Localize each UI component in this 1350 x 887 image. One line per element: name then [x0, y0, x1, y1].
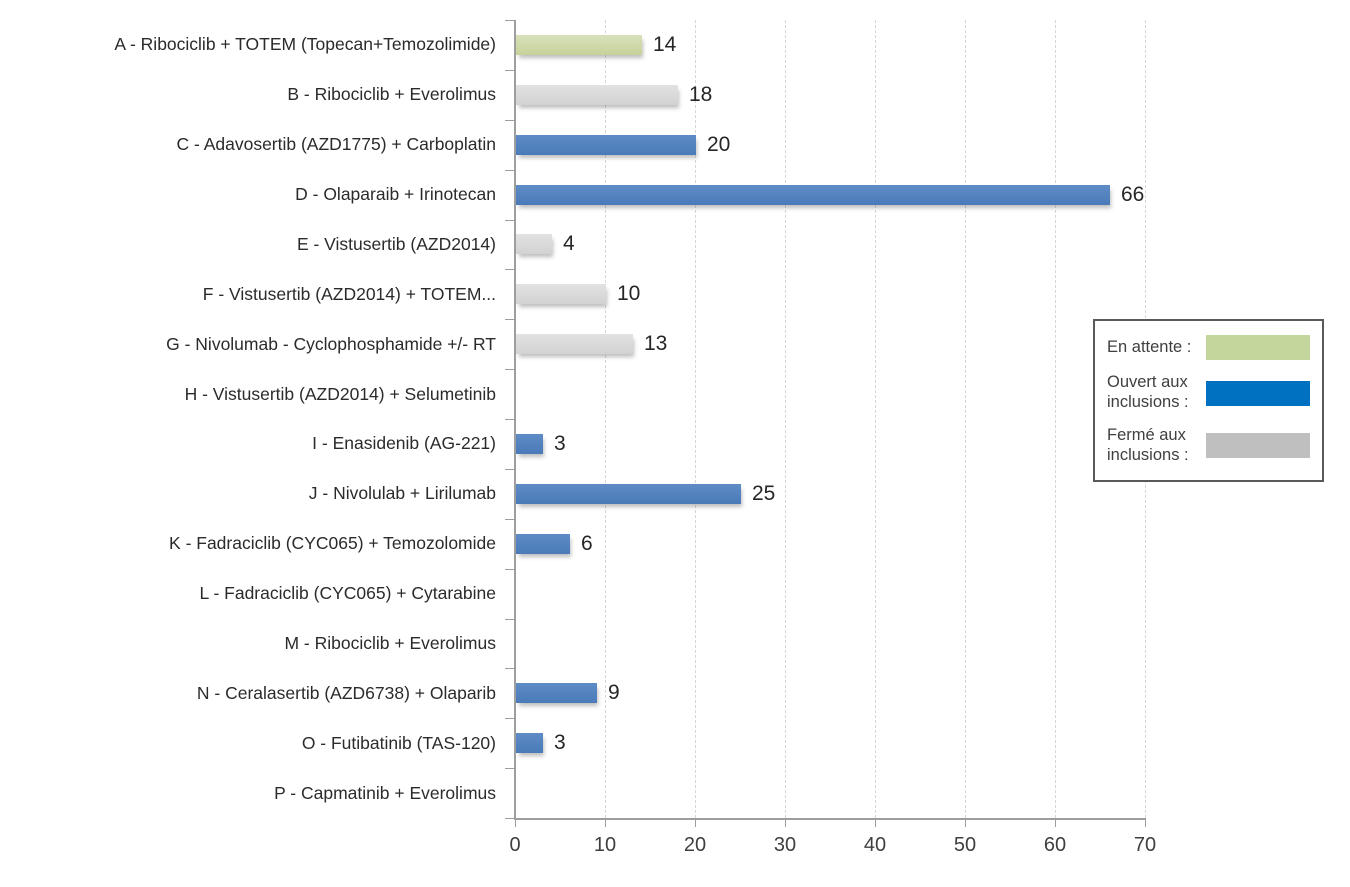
value-axis-tick-0: [515, 818, 516, 827]
value-axis-tick-10: [605, 818, 606, 827]
value-label-J: 25: [752, 481, 776, 505]
value-axis-tick-40: [875, 818, 876, 827]
category-label: K - Fadraciclib (CYC065) + Temozolomide: [169, 533, 496, 554]
legend-item-en-attente: En attente :: [1107, 335, 1310, 361]
category-axis-tick: [505, 269, 514, 271]
legend-label-ferme: Fermé aux inclusions :: [1107, 425, 1189, 464]
category-axis-tick: [505, 20, 514, 21]
category-axis-tick: [505, 319, 514, 321]
category-label: M - Ribociclib + Everolimus: [284, 632, 496, 653]
value-label-B: 18: [689, 82, 713, 106]
category-label: E - Vistusertib (AZD2014): [296, 233, 496, 254]
bar-G: [516, 334, 633, 355]
bar-K: [516, 533, 570, 554]
category-label: G - Nivolumab - Cyclophosphamide +/- RT: [166, 333, 496, 354]
category-label: D - Olaparaib + Irinotecan: [295, 184, 496, 205]
legend-label-ouvert: Ouvert aux inclusions :: [1107, 373, 1189, 412]
x-tick-label-40: 40: [863, 834, 887, 856]
x-tick-label-20: 20: [683, 834, 707, 856]
category-axis-tick: [505, 518, 514, 520]
legend-swatch-en-attente: [1206, 335, 1310, 361]
category-label: P - Capmatinib + Everolimus: [274, 782, 496, 803]
bar-B: [516, 84, 678, 105]
value-label-D: 66: [1121, 182, 1145, 206]
legend-label-en-attente: En attente :: [1107, 338, 1192, 357]
legend-item-ferme: Fermé aux inclusions :: [1107, 426, 1310, 466]
gridline-40: [875, 20, 876, 818]
gridline-60: [1055, 20, 1056, 818]
bar-E: [516, 234, 552, 255]
category-label: A - Ribociclib + TOTEM (Topecan+Temozoli…: [114, 34, 496, 55]
value-axis-tick-60: [1055, 818, 1056, 827]
value-axis-line: [514, 818, 1146, 820]
category-axis-tick: [505, 718, 514, 720]
category-label: L - Fadraciclib (CYC065) + Cytarabine: [199, 583, 496, 604]
gridline-50: [965, 20, 966, 818]
category-axis-tick: [505, 219, 514, 221]
bar-C: [516, 134, 696, 155]
category-label: J - Nivolulab + Lirilumab: [308, 483, 496, 504]
category-axis-tick: [505, 169, 514, 171]
value-axis-tick-30: [785, 818, 786, 827]
x-tick-label-70: 70: [1133, 834, 1157, 856]
value-label-C: 20: [707, 132, 731, 156]
value-label-F: 10: [617, 282, 641, 306]
category-axis-tick: [505, 618, 514, 620]
value-label-I: 3: [554, 431, 566, 455]
x-tick-label-10: 10: [593, 834, 617, 856]
x-tick-label-30: 30: [773, 834, 797, 856]
bar-F: [516, 284, 606, 305]
category-label: C - Adavosertib (AZD1775) + Carboplatin: [176, 134, 496, 155]
category-axis-tick: [505, 119, 514, 121]
category-axis-tick: [505, 419, 514, 420]
category-axis-tick: [505, 369, 514, 371]
value-label-N: 9: [608, 681, 620, 705]
bar-O: [516, 733, 543, 754]
bar-I: [516, 433, 543, 454]
x-tick-label-60: 60: [1043, 834, 1067, 856]
gridline-30: [785, 20, 786, 818]
x-tick-label-0: 0: [509, 834, 521, 856]
value-label-A: 14: [653, 32, 677, 56]
category-label: N - Ceralasertib (AZD6738) + Olaparib: [196, 682, 496, 703]
legend-swatch-ouvert: [1206, 380, 1310, 406]
value-axis-tick-70: [1145, 818, 1146, 827]
value-label-E: 4: [563, 232, 575, 256]
bar-N: [516, 683, 597, 704]
bar-J: [516, 483, 741, 504]
category-label: B - Ribociclib + Everolimus: [287, 84, 496, 105]
legend-item-ouvert: Ouvert aux inclusions :: [1107, 373, 1310, 413]
legend-box: En attente : Ouvert aux inclusions : Fer…: [1093, 319, 1324, 482]
category-axis-tick: [505, 768, 514, 770]
category-label: H - Vistusertib (AZD2014) + Selumetinib: [184, 383, 496, 404]
value-label-K: 6: [581, 531, 593, 555]
value-label-O: 3: [554, 731, 566, 755]
category-axis-tick: [505, 468, 514, 470]
category-axis-tick: [505, 568, 514, 570]
value-label-G: 13: [644, 332, 668, 356]
value-axis-tick-20: [695, 818, 696, 827]
bar-A: [516, 34, 642, 55]
category-axis-tick: [505, 818, 514, 819]
category-axis-tick: [505, 668, 514, 670]
legend-swatch-ferme: [1206, 433, 1310, 459]
gridline-20: [695, 20, 696, 818]
category-label: O - Futibatinib (TAS-120): [301, 732, 496, 753]
category-axis-line: [514, 20, 516, 818]
category-label: F - Vistusertib (AZD2014) + TOTEM...: [202, 283, 496, 304]
category-axis-tick: [505, 69, 514, 71]
gridline-10: [605, 20, 606, 818]
x-tick-label-50: 50: [953, 834, 977, 856]
category-label: I - Enasidenib (AG-221): [312, 433, 496, 454]
value-axis-tick-50: [965, 818, 966, 827]
bar-D: [516, 184, 1110, 205]
